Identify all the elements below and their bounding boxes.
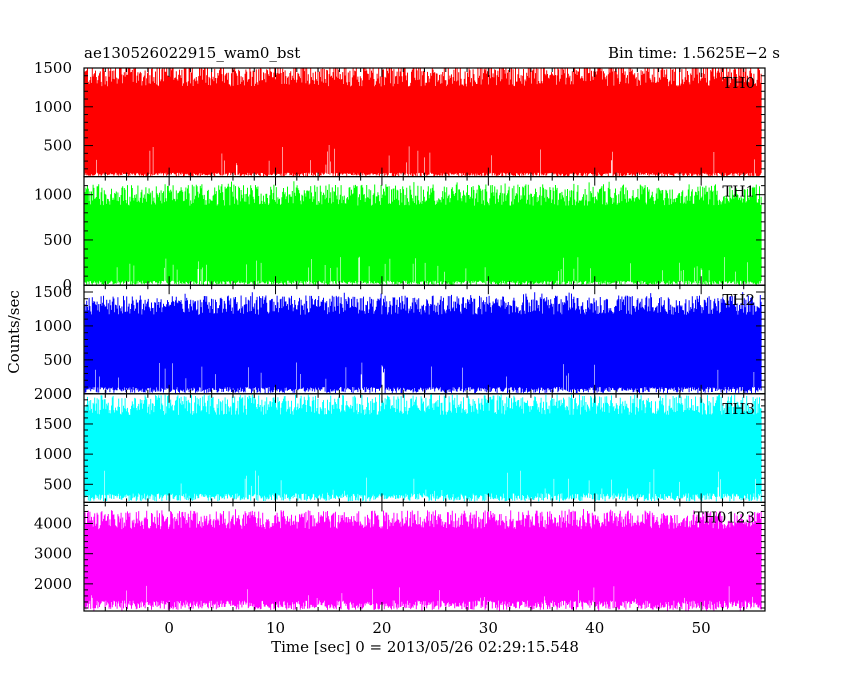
y-tick-label: 3000 bbox=[34, 545, 72, 563]
x-axis-label: Time [sec] 0 = 2013/05/26 02:29:15.548 bbox=[271, 638, 579, 656]
chart-title: ae130526022915_wam0_bst bbox=[84, 44, 301, 62]
series-th1 bbox=[84, 181, 762, 285]
panel-label-th2: TH2 bbox=[722, 291, 755, 309]
y-tick-label: 500 bbox=[43, 231, 72, 249]
y-tick-label: 1500 bbox=[34, 415, 72, 433]
series-th3 bbox=[84, 393, 762, 502]
y-tick-label: 0 bbox=[62, 276, 72, 294]
y-tick-label: 1000 bbox=[34, 445, 72, 463]
bin-time-label: Bin time: 1.5625E−2 s bbox=[607, 44, 780, 62]
x-tick-label: 20 bbox=[372, 619, 391, 637]
y-tick-label: 500 bbox=[43, 351, 72, 369]
y-tick-label: 2000 bbox=[34, 385, 72, 403]
y-tick-label: 0 bbox=[62, 385, 72, 403]
y-tick-label: 1500 bbox=[34, 283, 72, 301]
panel-label-th1: TH1 bbox=[722, 183, 755, 201]
panel-label-th0123: TH0123 bbox=[694, 508, 755, 526]
x-tick-label: 40 bbox=[585, 619, 604, 637]
series-th0123 bbox=[84, 509, 762, 611]
x-tick-label: 10 bbox=[266, 619, 285, 637]
y-tick-label: 1000 bbox=[34, 98, 72, 116]
x-tick-label: 0 bbox=[164, 619, 174, 637]
panel-label-th3: TH3 bbox=[722, 400, 755, 418]
x-tick-label: 30 bbox=[479, 619, 498, 637]
y-tick-label: 500 bbox=[43, 475, 72, 493]
x-tick-label: 50 bbox=[692, 619, 711, 637]
y-tick-label: 2000 bbox=[34, 575, 72, 593]
panel-label-th0: TH0 bbox=[722, 74, 755, 92]
y-tick-label: 1500 bbox=[34, 59, 72, 77]
y-tick-label: 500 bbox=[43, 137, 72, 155]
y-tick-label: 1000 bbox=[34, 186, 72, 204]
series-th2 bbox=[84, 292, 762, 394]
y-tick-label: 1000 bbox=[34, 317, 72, 335]
series-th0 bbox=[84, 68, 762, 177]
y-tick-label: 4000 bbox=[34, 515, 72, 533]
y-axis-label: Counts/sec bbox=[5, 290, 23, 374]
